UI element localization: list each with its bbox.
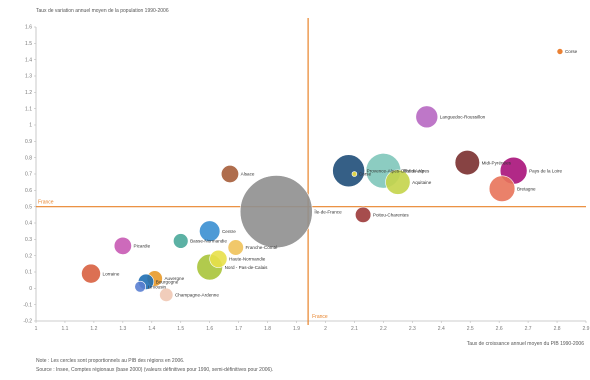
x-tick-label: 1.1 — [61, 326, 68, 332]
bubble-label: Bretagne — [517, 186, 536, 191]
bubble-label: Poitou-Charentes — [373, 213, 409, 218]
bubble — [557, 48, 563, 54]
bubble-label: Pays de la Loire — [529, 168, 562, 173]
x-tick-label: 1.3 — [119, 326, 126, 332]
x-tick-label: 1.9 — [293, 326, 300, 332]
x-tick-label: 2.2 — [380, 326, 387, 332]
bubble-label: Franche-Comté — [246, 245, 278, 250]
y-tick-label: 0.5 — [25, 204, 32, 210]
x-tick-label: 2.5 — [467, 326, 474, 332]
france-vertical-label: France — [312, 314, 328, 320]
y-tick-label: 0.4 — [25, 221, 32, 227]
y-tick-label: 0.9 — [25, 139, 32, 145]
x-tick-label: 2.8 — [554, 326, 561, 332]
x-tick-label: 2.3 — [409, 326, 416, 332]
bubble-label: Champagne-Ardenne — [175, 293, 219, 298]
bubble-label: Provence-Alpes-Côte d'Azur — [367, 168, 425, 173]
bubble-label: Limousin — [148, 284, 167, 289]
bubble — [228, 240, 244, 256]
bubble — [173, 234, 188, 249]
y-tick-label: -0.1 — [23, 302, 32, 308]
x-tick-label: 2 — [324, 326, 327, 332]
bubble — [386, 170, 411, 195]
x-tick-label: 1.5 — [177, 326, 184, 332]
x-tick-label: 1.6 — [206, 326, 213, 332]
bubbles — [81, 48, 562, 301]
y-axis-title: Taux de variation annuel moyen de la pop… — [36, 8, 169, 14]
y-tick-label: 1.2 — [25, 90, 32, 96]
bubble — [221, 165, 238, 182]
bubble — [240, 176, 312, 248]
chart-source: Source : Insee, Comptes régionaux (base … — [36, 367, 273, 373]
x-tick-label: 2.4 — [438, 326, 445, 332]
y-tick-label: 0.6 — [25, 188, 32, 194]
y-tick-label: 0.8 — [25, 155, 32, 161]
bubble — [455, 150, 480, 175]
y-tick-label: 0.1 — [25, 270, 32, 276]
bubble-label: Île-de-France — [313, 208, 342, 214]
x-tick-label: 2.7 — [525, 326, 532, 332]
bubble — [355, 207, 371, 223]
x-tick-label: 1.7 — [235, 326, 242, 332]
y-tick-label: 1.6 — [25, 25, 32, 31]
bubble-label: Lorraine — [103, 271, 120, 276]
y-tick-label: 0.3 — [25, 237, 32, 243]
x-tick-label: 1.8 — [264, 326, 271, 332]
bubble — [81, 264, 100, 283]
x-tick-label: 1.4 — [148, 326, 155, 332]
bubble-label: Corse — [565, 49, 578, 54]
x-tick-label: 2.1 — [351, 326, 358, 332]
bubble — [114, 237, 131, 254]
bubble-label: Alsace — [241, 172, 255, 177]
y-tick-label: 0.7 — [25, 172, 32, 178]
bubble-label: Aquitaine — [412, 180, 432, 185]
bubble — [135, 281, 146, 292]
bubble — [352, 172, 357, 177]
y-tick-label: 0 — [29, 286, 32, 292]
chart-note: Note : Les cercles sont proportionnels a… — [36, 358, 184, 364]
bubble-label: Nord - Pas-de-Calais — [225, 265, 269, 270]
bubble — [489, 176, 515, 202]
bubble-label: Picardie — [134, 244, 151, 249]
y-tick-label: 1.5 — [25, 41, 32, 47]
bubble-label: Corse — [359, 172, 372, 177]
x-tick-label: 2.6 — [496, 326, 503, 332]
y-tick-label: 1.3 — [25, 74, 32, 80]
bubble-label: Haute-Normandie — [229, 257, 266, 262]
y-tick-label: 1 — [29, 123, 32, 129]
bubble-label: Midi-Pyrénées — [482, 160, 512, 165]
x-tick-label: 2.9 — [583, 326, 590, 332]
france-horizontal-label: France — [38, 200, 54, 206]
bubble — [416, 106, 438, 128]
y-tick-label: 1.1 — [25, 106, 32, 112]
bubble-label: Basse-Normandie — [190, 239, 227, 244]
y-tick-label: 1.4 — [25, 57, 32, 63]
bubble-label: Centre — [222, 229, 236, 234]
y-tick-label: 0.2 — [25, 253, 32, 259]
y-tick-label: -0.2 — [23, 319, 32, 325]
bubble — [160, 288, 173, 301]
x-tick-label: 1 — [35, 326, 38, 332]
x-axis-title: Taux de croissance annuel moyen du PIB 1… — [467, 341, 584, 347]
x-tick-label: 1.2 — [90, 326, 97, 332]
bubble-label: Languedoc-Roussillon — [440, 115, 486, 120]
